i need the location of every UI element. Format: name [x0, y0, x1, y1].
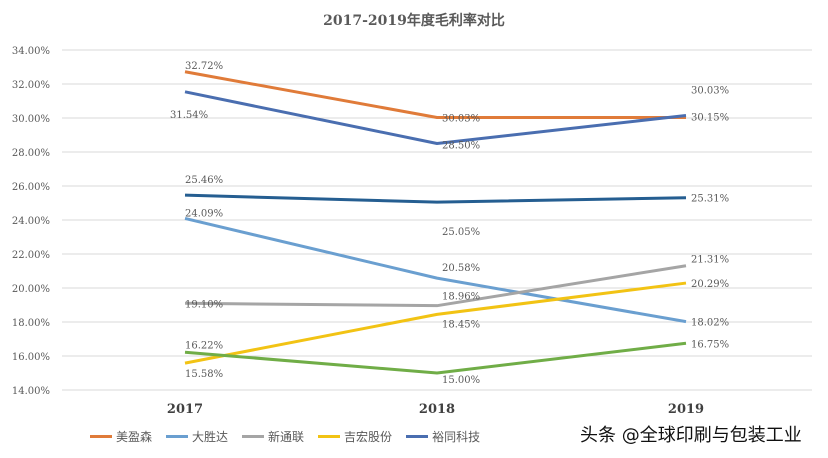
data-label: 19.10%: [185, 299, 223, 310]
y-tick-label: 30.00%: [12, 114, 50, 125]
x-tick-label: 2018: [419, 402, 455, 417]
data-label: 15.58%: [185, 369, 223, 380]
data-label: 20.58%: [442, 263, 480, 274]
data-label: 32.72%: [185, 61, 223, 72]
data-label: 30.03%: [691, 85, 729, 96]
y-tick-label: 28.00%: [12, 148, 50, 159]
legend-swatch: [166, 435, 189, 438]
data-label: 25.46%: [185, 175, 223, 186]
y-tick-label: 14.00%: [12, 386, 50, 397]
legend: 美盈森 大胜达 新通联 吉宏股份 裕同科技: [90, 428, 480, 445]
series-line: [184, 281, 687, 365]
data-label: 30.03%: [442, 113, 480, 124]
series-line: [184, 70, 686, 119]
legend-swatch: [90, 435, 112, 438]
data-label: 25.05%: [442, 227, 480, 238]
legend-item: 新通联: [242, 428, 304, 445]
legend-item: 吉宏股份: [318, 428, 392, 445]
legend-label: 吉宏股份: [344, 430, 393, 444]
y-tick-label: 20.00%: [12, 284, 50, 295]
data-label: 25.31%: [691, 194, 729, 205]
series-line: [184, 193, 687, 204]
data-label: 18.02%: [691, 318, 729, 329]
data-label: 18.45%: [442, 319, 480, 330]
data-label: 30.15%: [691, 112, 729, 123]
chart-title: 2017-2019年度毛利率对比: [323, 13, 505, 29]
data-label: 18.96%: [442, 292, 480, 303]
data-label: 16.75%: [691, 339, 729, 350]
series-line: [184, 217, 687, 324]
series-line: [184, 264, 687, 308]
y-tick-label: 24.00%: [12, 216, 50, 227]
legend-swatch: [318, 435, 341, 438]
data-label: 28.50%: [442, 141, 480, 152]
x-tick-label: 2019: [668, 402, 704, 417]
legend-label: 裕同科技: [432, 430, 481, 444]
legend-item: 裕同科技: [406, 428, 480, 445]
data-label: 15.00%: [442, 375, 480, 386]
legend-swatch: [242, 435, 265, 438]
data-label: 20.29%: [691, 279, 729, 290]
x-tick-label: 2017: [167, 402, 203, 417]
y-tick-label: 32.00%: [12, 80, 50, 91]
y-tick-label: 26.00%: [12, 182, 50, 193]
data-label: 16.22%: [185, 340, 223, 351]
y-tick-label: 22.00%: [12, 250, 50, 261]
y-tick-label: 34.00%: [12, 46, 50, 57]
data-label: 31.54%: [170, 110, 208, 121]
watermark: 头条 @全球印刷与包装工业: [580, 425, 802, 446]
series-line: [184, 341, 687, 375]
series-line: [184, 90, 687, 145]
legend-item: 大胜达: [166, 428, 228, 445]
y-tick-label: 16.00%: [12, 352, 50, 363]
legend-label: 新通联: [268, 430, 305, 444]
legend-label: 大胜达: [192, 430, 229, 444]
legend-swatch: [406, 435, 429, 438]
y-tick-label: 18.00%: [12, 318, 50, 329]
data-label: 21.31%: [691, 255, 729, 266]
legend-label: 美盈森: [116, 430, 153, 444]
legend-item: 美盈森: [90, 428, 152, 445]
data-label: 24.09%: [185, 208, 223, 219]
